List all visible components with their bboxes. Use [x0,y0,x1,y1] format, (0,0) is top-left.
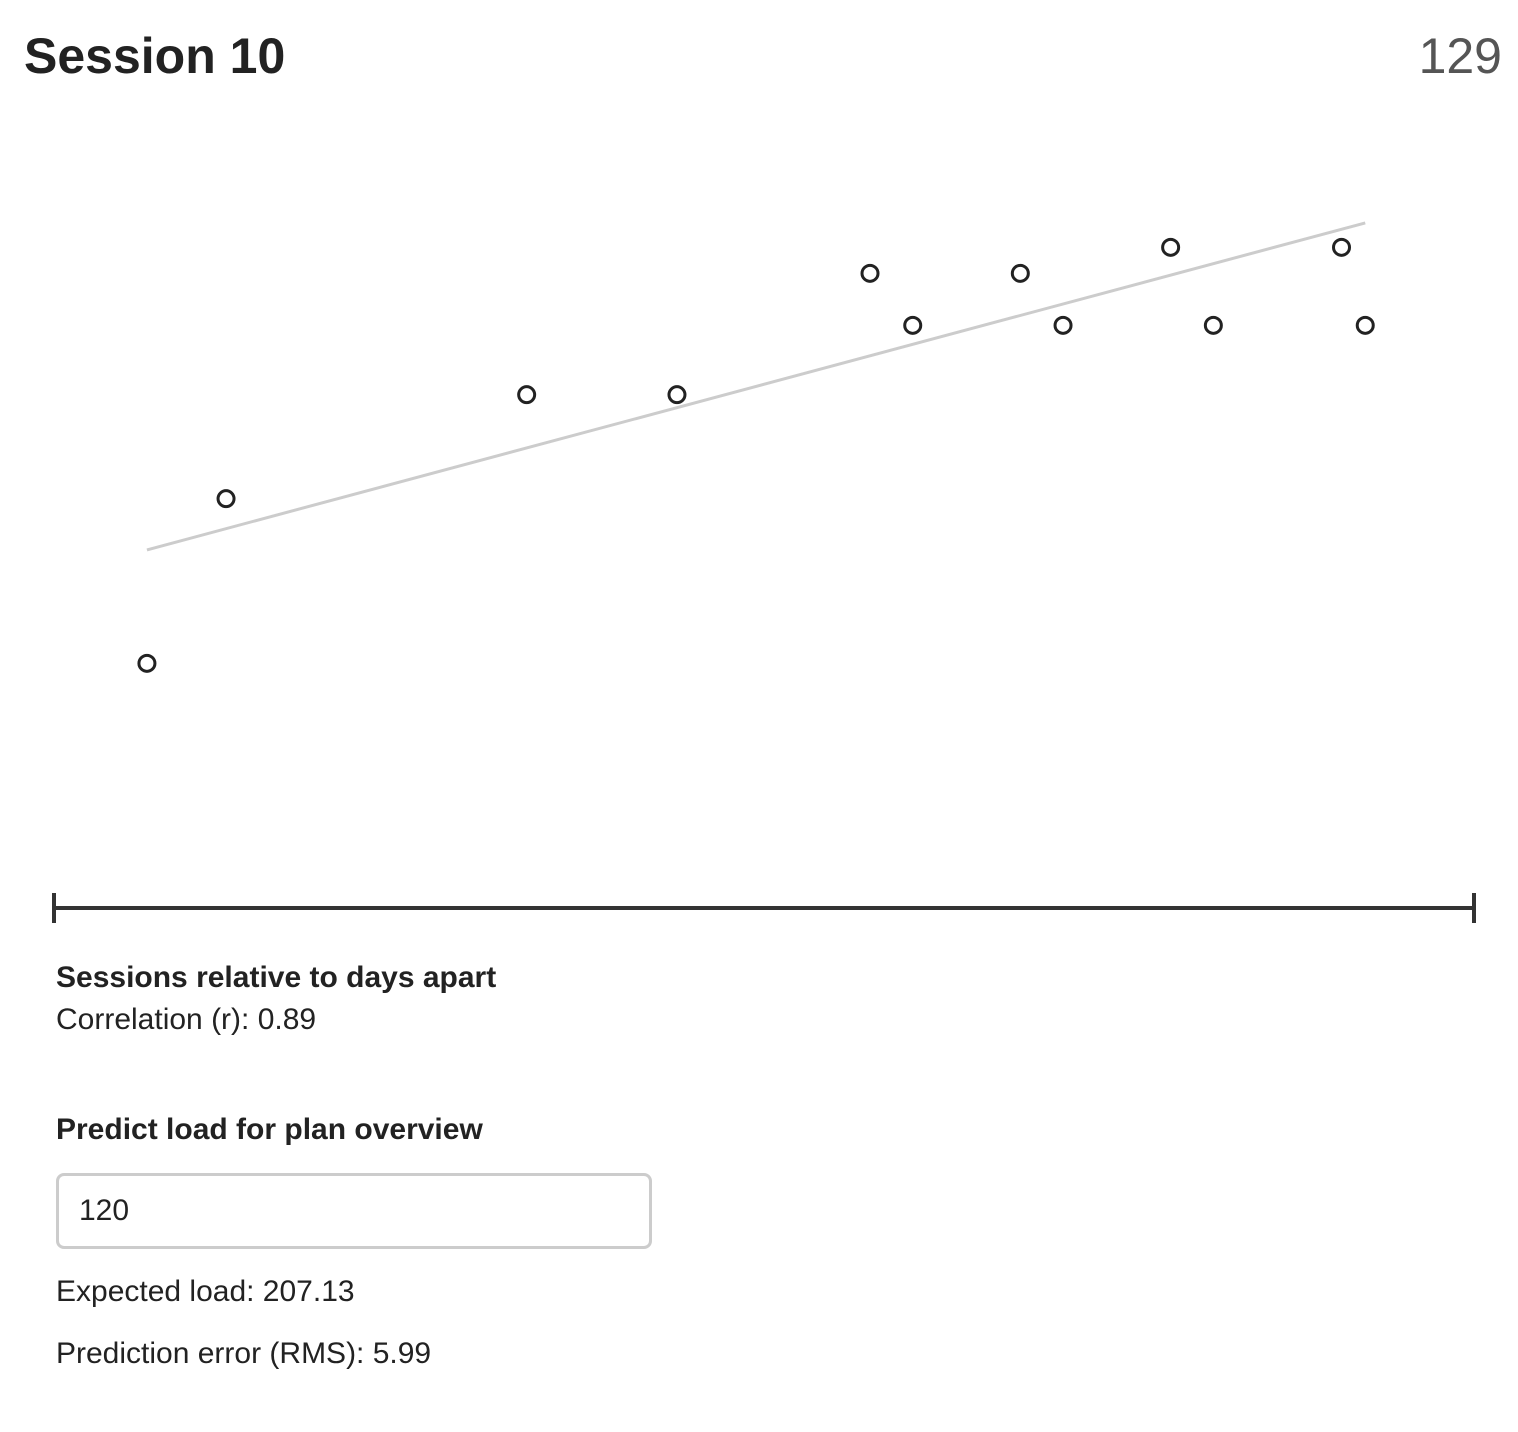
data-point [667,385,687,405]
data-point [216,489,236,509]
data-point [1332,237,1352,257]
predict-input[interactable] [56,1173,652,1249]
data-point [1161,237,1181,257]
data-point [1053,315,1073,335]
scatter-plot [137,221,1375,673]
x-axis-right-cap [1472,893,1476,923]
page-title: Session 10 [24,28,286,84]
session-count: 129 [1418,28,1502,84]
stats-panel: Sessions relative to days apart Correlat… [56,958,496,1042]
data-point [137,653,157,673]
stats-title: Sessions relative to days apart [56,961,497,994]
expected-load-text: Expected load: 207.13 [56,1275,355,1308]
data-point [860,263,880,283]
x-axis-bar [52,893,1476,923]
prediction-error-text: Prediction error (RMS): 5.99 [56,1337,432,1370]
predict-title: Predict load for plan overview [56,1113,483,1146]
data-points [137,237,1375,673]
x-axis-line [52,906,1476,910]
data-point [517,385,537,405]
data-point [1010,263,1030,283]
correlation-text: Correlation (r): 0.89 [56,1003,317,1036]
data-point [1355,315,1375,335]
data-point [903,315,923,335]
trend-line [146,221,1366,552]
predict-panel: Predict load for plan overview Expected … [56,1110,652,1374]
data-point [1203,315,1223,335]
